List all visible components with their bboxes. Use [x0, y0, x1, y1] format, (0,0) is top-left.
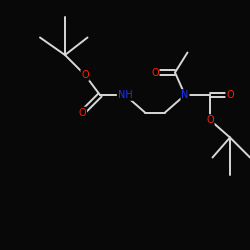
Text: N: N — [181, 90, 189, 100]
Text: O: O — [151, 68, 159, 78]
Text: NH: NH — [118, 90, 132, 100]
Text: O: O — [81, 70, 89, 80]
Text: O: O — [206, 115, 214, 125]
Text: O: O — [226, 90, 234, 100]
Text: O: O — [79, 108, 86, 118]
